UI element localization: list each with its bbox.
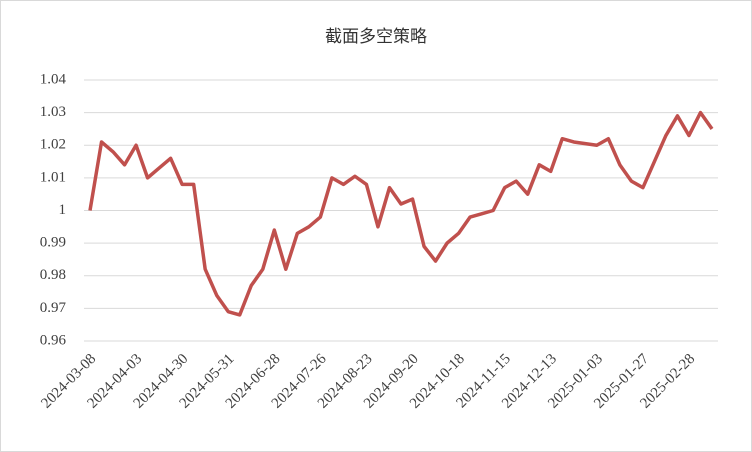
y-tick-label: 1.01: [40, 169, 66, 185]
y-tick-label: 1.02: [40, 137, 66, 153]
y-tick-label: 1.03: [40, 104, 66, 120]
y-tick-label: 0.99: [40, 235, 66, 251]
line-series: [88, 110, 714, 317]
y-tick-label: 0.97: [40, 300, 67, 316]
chart-title: 截面多空策略: [325, 27, 427, 46]
y-tick-label: 1.04: [40, 71, 67, 87]
y-tick-label: 0.96: [40, 332, 67, 348]
y-tick-label: 0.98: [40, 267, 66, 283]
y-tick-label: 1: [59, 202, 67, 218]
